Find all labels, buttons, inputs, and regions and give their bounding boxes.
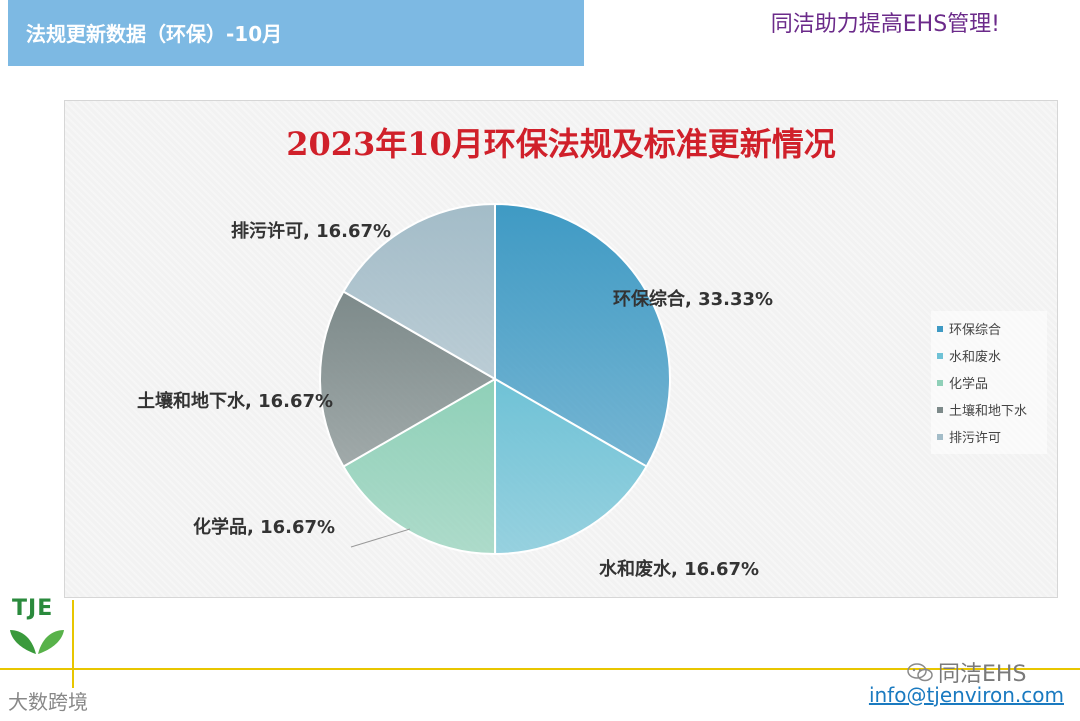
wechat-name: 同洁EHS bbox=[938, 662, 1027, 687]
company-logo: TJE bbox=[6, 596, 68, 656]
legend-item: 排污许可 bbox=[931, 423, 1047, 450]
chart-title: 2023年10月环保法规及标准更新情况 bbox=[286, 125, 836, 163]
slogan: 同洁助力提高EHS管理! bbox=[770, 12, 1000, 37]
pie-slice-2 bbox=[342, 377, 497, 556]
watermark: 大数跨境 bbox=[8, 686, 88, 715]
leader-line bbox=[350, 528, 411, 548]
legend-item: 土壤和地下水 bbox=[931, 396, 1047, 423]
footer-divider bbox=[0, 668, 1080, 670]
leaf-icon bbox=[10, 630, 64, 654]
data-label-0: 环保综合, 33.33% bbox=[613, 289, 774, 310]
data-label-3: 土壤和地下水, 16.67% bbox=[137, 391, 334, 412]
pie-slice-3 bbox=[319, 290, 497, 468]
legend-swatch bbox=[937, 433, 943, 440]
legend-swatch bbox=[937, 352, 943, 359]
legend-swatch bbox=[937, 379, 943, 386]
legend-swatch bbox=[937, 325, 943, 332]
legend-item: 化学品 bbox=[931, 369, 1047, 396]
data-label-2: 化学品, 16.67% bbox=[193, 517, 336, 538]
legend-label: 排污许可 bbox=[949, 431, 1002, 446]
legend-label: 水和废水 bbox=[949, 350, 1002, 365]
pie-slice-4 bbox=[342, 202, 496, 381]
chart-panel: 2023年10月环保法规及标准更新情况 环保综合, 33.33% 水和废水, 1… bbox=[64, 100, 1058, 598]
legend-item: 环保综合 bbox=[931, 315, 1047, 342]
header-band: 法规更新数据（环保）-10月 bbox=[8, 0, 584, 66]
legend-item: 水和废水 bbox=[931, 342, 1047, 369]
legend-label: 化学品 bbox=[949, 377, 989, 392]
footer-vertical-divider bbox=[72, 600, 74, 688]
pie-slice-1 bbox=[493, 377, 648, 556]
pie-chart bbox=[319, 202, 671, 556]
chart-legend: 环保综合 水和废水 化学品 土壤和地下水 排污许可 bbox=[931, 311, 1047, 454]
wechat-icon bbox=[907, 663, 933, 682]
data-label-4: 排污许可, 16.67% bbox=[231, 221, 392, 242]
legend-label: 土壤和地下水 bbox=[949, 404, 1028, 419]
wechat-account: 同洁EHS bbox=[906, 656, 1026, 688]
pie-slice-0 bbox=[494, 202, 671, 468]
page-title: 法规更新数据（环保）-10月 bbox=[26, 22, 283, 46]
legend-swatch bbox=[937, 406, 943, 413]
watermark-text: 大数跨境 bbox=[8, 690, 88, 714]
legend-label: 环保综合 bbox=[949, 323, 1002, 338]
logo-text: TJE bbox=[12, 596, 54, 621]
contact-email-link[interactable]: info@tjenviron.com bbox=[868, 683, 1064, 707]
data-label-1: 水和废水, 16.67% bbox=[599, 559, 760, 580]
